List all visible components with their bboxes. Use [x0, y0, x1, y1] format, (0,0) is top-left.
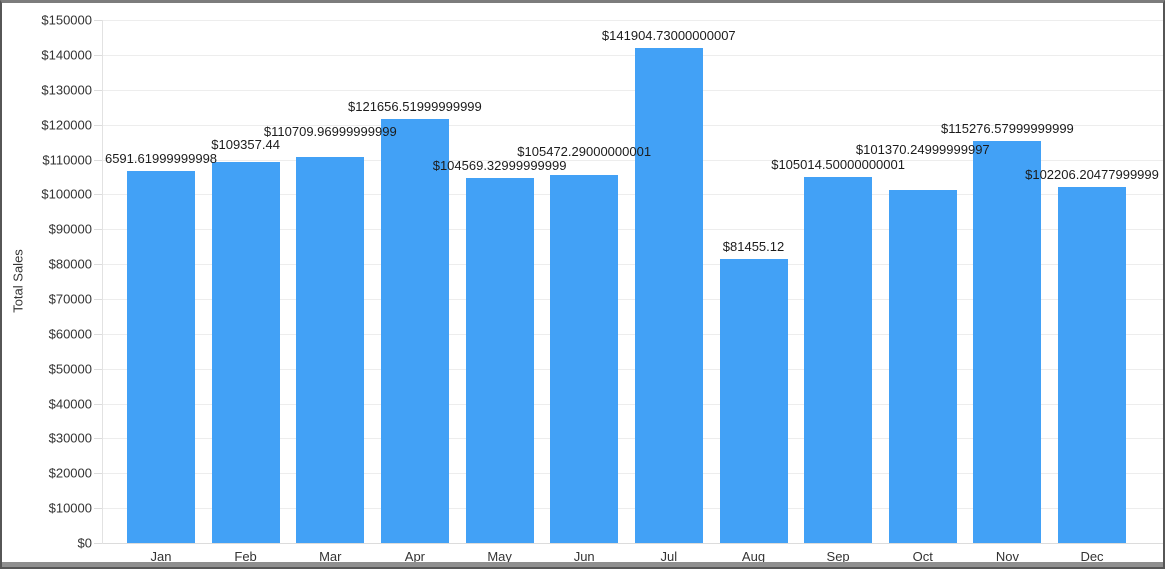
bar-nov — [973, 141, 1042, 543]
bar-jan — [127, 171, 195, 543]
y-tick-mark — [94, 54, 102, 56]
bar-sep — [804, 176, 873, 543]
x-tick-label: Jul — [660, 549, 678, 564]
y-tick-label: $0 — [77, 535, 92, 551]
gridline — [102, 333, 1163, 335]
bar-may — [465, 178, 534, 543]
y-axis-title: Total Sales — [10, 249, 26, 313]
y-tick-label: $50000 — [48, 361, 92, 377]
x-tick-label: Sep — [826, 549, 850, 564]
bar-value-label: $110709.96999999999 — [263, 124, 397, 139]
bottom-scrollbar-strip — [2, 562, 1163, 567]
bar-apr — [380, 118, 449, 543]
bar-value-label: $105472.29000000001 — [517, 144, 652, 160]
x-tick-label: Jan — [150, 549, 172, 564]
y-tick-label: $90000 — [48, 221, 92, 237]
x-tick-label: May — [487, 549, 512, 564]
gridline — [102, 194, 1163, 196]
y-tick-mark — [94, 438, 102, 440]
bar-value-label: $104569.32999999999 — [432, 158, 567, 174]
x-tick-label: Apr — [404, 549, 426, 564]
gridline — [102, 54, 1163, 56]
x-tick-label: Feb — [234, 549, 257, 564]
gridline — [102, 159, 1163, 161]
bar-value-label: $141904.73000000007 — [601, 28, 736, 44]
y-tick-label: $20000 — [48, 465, 92, 481]
y-tick-mark — [94, 473, 102, 475]
bar-value-label: $109357.44 — [211, 136, 280, 152]
x-tick-label: Jun — [573, 549, 595, 564]
gridline — [102, 20, 1163, 21]
y-tick-mark — [94, 403, 102, 405]
y-tick-mark — [94, 333, 102, 335]
bar-jul — [634, 48, 703, 543]
y-tick-mark — [94, 543, 102, 544]
x-tick-label: Oct — [912, 549, 933, 564]
y-axis-line — [102, 20, 103, 544]
gridline — [102, 368, 1163, 370]
y-tick-label: $40000 — [48, 396, 92, 411]
y-tick-label: $130000 — [41, 82, 92, 98]
bar-jun — [550, 175, 619, 543]
y-tick-label: $140000 — [41, 47, 92, 63]
bar-dec — [1058, 186, 1126, 543]
gridline — [102, 473, 1163, 475]
x-tick-label: Nov — [995, 549, 1019, 564]
bar-feb — [211, 161, 280, 543]
y-tick-mark — [94, 159, 102, 161]
bar-value-label: $102206.20477999999 — [1025, 166, 1159, 182]
gridline — [102, 124, 1163, 126]
y-tick-mark — [94, 298, 102, 300]
y-tick-label: $120000 — [41, 117, 92, 133]
y-tick-mark — [94, 508, 102, 510]
y-tick-mark — [94, 124, 102, 126]
gridline — [102, 89, 1163, 91]
gridline — [102, 403, 1163, 405]
gridline — [102, 229, 1163, 231]
y-tick-label: $100000 — [41, 186, 92, 202]
y-tick-mark — [94, 89, 102, 91]
y-tick-mark — [94, 264, 102, 266]
y-tick-label: $60000 — [48, 326, 92, 342]
gridline — [102, 543, 1163, 544]
bar-value-label: $101370.24999999997 — [855, 141, 990, 157]
y-tick-mark — [94, 20, 102, 21]
y-tick-label: $150000 — [41, 12, 92, 28]
y-tick-label: $110000 — [42, 152, 92, 167]
x-tick-label: Dec — [1080, 549, 1104, 564]
bar-aug — [719, 259, 788, 543]
y-tick-label: $10000 — [48, 500, 92, 516]
bar-value-label: $81455.12 — [722, 239, 785, 254]
bar-value-label: $115276.57999999999 — [940, 121, 1074, 137]
x-tick-label: Mar — [319, 549, 342, 564]
gridline — [102, 508, 1163, 510]
bar-value-label: $121656.51999999999 — [348, 98, 482, 114]
y-tick-label: $80000 — [48, 256, 92, 272]
gridline — [102, 438, 1163, 440]
y-tick-mark — [94, 368, 102, 370]
y-tick-label: $30000 — [48, 430, 92, 446]
bar-mar — [296, 157, 365, 543]
x-tick-label: Aug — [741, 549, 766, 564]
bar-oct — [888, 189, 957, 543]
bar-value-label: 6591.61999999998 — [104, 151, 218, 167]
gridline — [102, 298, 1163, 300]
gridline — [102, 264, 1163, 266]
y-tick-mark — [94, 229, 102, 231]
y-tick-label: $70000 — [48, 291, 92, 307]
y-tick-mark — [94, 194, 102, 196]
bar-value-label: $105014.50000000001 — [771, 156, 905, 172]
